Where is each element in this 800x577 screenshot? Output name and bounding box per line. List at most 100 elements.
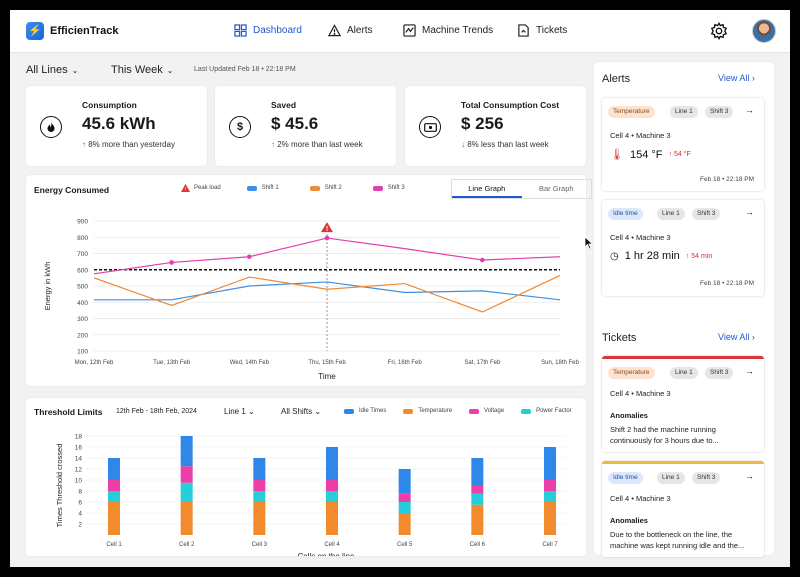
alert-card[interactable]: Idle time Line 1 Shift 3 → Cell 4 • Mach… xyxy=(602,200,764,296)
ticket-tag-type: Idle time xyxy=(608,472,643,484)
bar-segment-power-factor xyxy=(180,482,193,502)
alert-card[interactable]: Temperature Line 1 Shift 3 → Cell 4 • Ma… xyxy=(602,98,764,191)
ticket-card[interactable]: Idle time Line 1 Shift 3 → Cell 4 • Mach… xyxy=(602,461,764,557)
nav-alerts-label: Alerts xyxy=(347,25,373,36)
ticket-tag-shift: Shift 3 xyxy=(705,367,734,379)
kpi-value: $ 45.6 xyxy=(271,114,319,133)
dashboard-icon xyxy=(234,24,247,37)
nav-tickets[interactable]: Tickets xyxy=(517,24,567,37)
nav-machine-trends[interactable]: Machine Trends xyxy=(403,24,493,37)
arrow-right-icon[interactable]: → xyxy=(745,105,754,115)
bar-segment-power-factor xyxy=(326,491,338,502)
avatar[interactable] xyxy=(752,19,776,43)
series-line-shift-2 xyxy=(93,274,561,313)
alert-location: Cell 4 • Machine 3 xyxy=(610,131,671,140)
x-tick-label: Cell 1 xyxy=(106,542,122,548)
lines-dropdown[interactable]: All Lines ⌄ xyxy=(26,64,78,76)
peak-warning-icon: ! xyxy=(181,184,190,192)
graph-toggle: Line Graph Bar Graph xyxy=(451,179,592,199)
chevron-down-icon: ⌄ xyxy=(71,65,79,75)
x-tick-label: Cell 6 xyxy=(470,542,486,548)
energy-chart: 100 200 300 400 500 600 700 800 900 Mon, 12th Feb… xyxy=(43,219,580,382)
threshold-shifts-dropdown[interactable]: All Shifts ⌄ xyxy=(281,407,321,416)
bar-segment-temperature xyxy=(471,504,484,535)
gear-icon[interactable] xyxy=(710,22,728,40)
x-tick-label: Mon, 12th Feb xyxy=(75,360,114,366)
y-tick-label: 500 xyxy=(77,284,88,291)
period-dropdown[interactable]: This Week ⌄ xyxy=(111,64,173,76)
x-tick-label: Sun, 18th Feb xyxy=(541,360,579,366)
threshold-chart: 2 4 6 8 10 12 14 16 18 Cell 1 Cell 2 Cell 3 Cell 4 Ce… xyxy=(55,434,566,556)
y-tick-label: 6 xyxy=(78,500,82,507)
bar-segment-idle-times xyxy=(253,458,266,480)
arrow-down-icon: ↓ xyxy=(461,140,465,149)
legend-voltage-label: Voltage xyxy=(484,408,505,414)
bar-segment-voltage xyxy=(471,485,484,494)
legend-shift2-label: Shift 2 xyxy=(324,185,342,191)
bar-segment-power-factor xyxy=(398,502,411,513)
x-tick-label: Cell 7 xyxy=(542,542,558,548)
threshold-shifts-value: All Shifts xyxy=(281,407,313,416)
line-graph-tab[interactable]: Line Graph xyxy=(452,180,522,198)
top-bar: ⚡ EfficienTrack Dashboard Alerts Machine… xyxy=(10,10,790,53)
legend-shift1-label: Shift 1 xyxy=(261,185,279,191)
bar-segment-idle-times xyxy=(326,447,338,480)
thermometer-icon: 🌡 xyxy=(610,149,624,161)
bar-segment-power-factor xyxy=(544,491,556,502)
chevron-down-icon: ⌄ xyxy=(314,407,322,416)
y-tick-label: 800 xyxy=(77,235,88,242)
bar-segment-idle-times xyxy=(180,436,193,467)
kpi-note: ↓ 8% less than last week xyxy=(461,140,549,149)
legend-peak-label: Peak load xyxy=(194,185,221,191)
bar-segment-idle-times xyxy=(471,458,484,486)
bar-segment-power-factor xyxy=(108,491,120,502)
clock-icon: ◷ xyxy=(610,250,619,262)
kpi-value: $ 256 xyxy=(461,114,504,133)
app-window: ⚡ EfficienTrack Dashboard Alerts Machine… xyxy=(10,10,790,567)
alert-delta-value: 54 °F xyxy=(673,151,691,158)
x-tick-label: Cell 5 xyxy=(397,542,413,548)
alert-tag-line: Line 1 xyxy=(657,208,685,220)
alert-delta: ↑ 54 min xyxy=(685,252,713,260)
arrow-up-icon: ↑ xyxy=(271,140,275,149)
ticket-card[interactable]: Temperature Line 1 Shift 3 → Cell 4 • Ma… xyxy=(602,356,764,452)
mouse-cursor-icon xyxy=(584,236,594,250)
chevron-down-icon: ⌄ xyxy=(166,65,174,75)
alerts-view-all[interactable]: View All › xyxy=(718,73,755,83)
ticket-tag-shift: Shift 3 xyxy=(692,472,721,484)
y-tick-label: 600 xyxy=(77,267,88,274)
arrow-right-icon[interactable]: → xyxy=(745,471,754,481)
y-tick-label: 14 xyxy=(75,456,83,463)
nav-dashboard[interactable]: Dashboard xyxy=(234,24,302,37)
kpi-consumption-card: Consumption 45.6 kWh ↑ 8% more than yest… xyxy=(26,86,207,166)
lines-dropdown-value: All Lines xyxy=(26,64,68,76)
y-axis-label: Energy in kWh xyxy=(43,262,52,311)
arrow-right-icon[interactable]: → xyxy=(745,366,754,376)
ticket-text: Shift 2 had the machine running continuo… xyxy=(610,425,719,445)
alert-metric: 🌡 154 °F ↑ 54 °F xyxy=(610,148,691,162)
legend-peak: ! Peak load xyxy=(181,184,221,192)
bar-segment-temperature xyxy=(108,502,120,535)
bar-segment-voltage xyxy=(544,480,556,491)
ticket-text: Due to the bottleneck on the line, the m… xyxy=(610,530,745,550)
legend-shift1-swatch xyxy=(246,185,257,191)
x-tick-label: Cell 3 xyxy=(252,542,268,548)
y-tick-label: 4 xyxy=(78,511,82,518)
tickets-view-all[interactable]: View All › xyxy=(718,332,755,342)
bar-graph-tab[interactable]: Bar Graph xyxy=(538,184,574,193)
threshold-line-dropdown[interactable]: Line 1 ⌄ xyxy=(224,407,255,416)
series-line-shift-1 xyxy=(94,281,561,301)
bar-segment-temperature xyxy=(398,513,411,535)
energy-title: Energy Consumed xyxy=(34,185,110,195)
ticket-heading: Anomalies xyxy=(610,516,648,525)
arrow-right-icon[interactable]: → xyxy=(745,207,754,217)
alert-tag-shift: Shift 3 xyxy=(705,106,734,118)
last-updated: Last Updated Feb 18 • 22:18 PM xyxy=(194,66,296,73)
bar-segment-voltage xyxy=(253,480,266,491)
x-tick-label: Cell 2 xyxy=(179,542,195,548)
kpi-note-text: 2% more than last week xyxy=(277,140,363,149)
nav-alerts[interactable]: Alerts xyxy=(328,24,373,37)
threshold-legend: Idle Times Temperature Voltage Power Fac… xyxy=(344,408,572,414)
ticket-location: Cell 4 • Machine 3 xyxy=(610,389,671,398)
period-dropdown-value: This Week xyxy=(111,64,163,76)
